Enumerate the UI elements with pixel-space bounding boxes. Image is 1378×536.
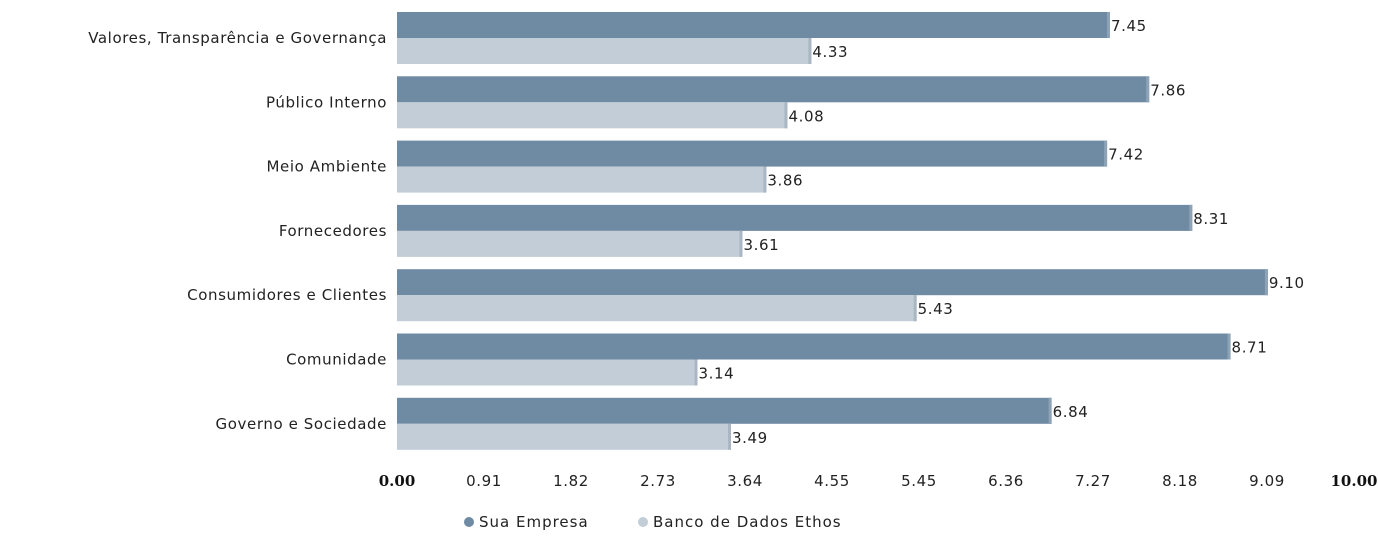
x-tick-label: 9.09 [1249,472,1285,490]
bars-group [397,12,1268,450]
x-tick-label: 8.18 [1162,472,1198,490]
data-label: 9.10 [1269,274,1305,292]
bar-edge [739,230,743,257]
bar-banco-ethos [397,102,788,129]
data-label: 3.61 [743,236,779,254]
data-label: 8.71 [1232,339,1268,357]
category-label: Público Interno [266,93,387,111]
bar-banco-ethos [397,359,698,386]
x-tick-label: 10.00 [1331,472,1378,490]
bar-banco-ethos [397,230,743,257]
legend-label: Banco de Dados Ethos [653,513,842,531]
data-label: 5.43 [918,300,954,318]
data-label: 7.45 [1111,17,1147,35]
legend-marker [638,517,648,527]
bar-sua-empresa [397,397,1052,424]
bar-edge [1106,12,1110,38]
category-label: Meio Ambiente [267,158,388,176]
data-label: 6.84 [1053,403,1089,421]
data-label: 3.14 [698,365,734,383]
x-tick-label: 6.36 [988,472,1024,490]
category-label: Valores, Transparência e Governança [88,29,387,47]
bar-sua-empresa [397,204,1193,231]
bar-edge [1264,269,1268,296]
category-label: Governo e Sociedade [216,415,387,433]
bar-sua-empresa [397,140,1108,167]
bar-edge [913,295,917,322]
legend-marker [464,517,474,527]
data-label: 4.33 [812,43,848,61]
bar-edge [784,102,788,129]
bar-edge [763,166,767,193]
data-label: 7.42 [1108,146,1144,164]
category-labels: Valores, Transparência e Governança Públi… [88,29,388,433]
x-tick-label: 0.91 [466,472,502,490]
bar-edge [1227,333,1231,360]
bar-sua-empresa [397,12,1110,38]
bar-banco-ethos [397,38,812,64]
bar-edge [727,423,731,450]
x-tick-label: 5.45 [901,472,937,490]
bar-edge [1189,204,1193,231]
bar-edge [1104,140,1108,167]
x-axis-ticks: 0.00 0.91 1.82 2.73 3.64 4.55 5.45 6.36 7.27 8.18… [379,472,1378,490]
data-label: 4.08 [788,107,824,125]
bar-edge [808,38,812,64]
bar-edge [694,359,698,386]
data-label: 3.86 [767,172,803,190]
value-labels: 7.45 4.33 7.86 4.08 7.42 3.86 8.31 3.61 9.10 5.43… [698,17,1304,447]
bar-sua-empresa [397,269,1268,296]
legend: Sua Empresa Banco de Dados Ethos [464,513,842,531]
data-label: 8.31 [1193,210,1229,228]
bar-edge [1048,397,1052,424]
bar-banco-ethos [397,166,767,193]
bar-sua-empresa [397,333,1231,360]
x-tick-label: 3.64 [727,472,763,490]
data-label: 3.49 [732,429,768,447]
category-label: Fornecedores [279,222,387,240]
x-tick-label: 7.27 [1075,472,1111,490]
legend-label: Sua Empresa [479,513,589,531]
x-tick-label: 2.73 [640,472,676,490]
bar-banco-ethos [397,423,731,450]
x-tick-label: 0.00 [379,472,416,490]
x-tick-label: 1.82 [553,472,589,490]
category-label: Comunidade [286,351,387,369]
category-label: Consumidores e Clientes [187,286,387,304]
bar-edge [1146,76,1150,103]
data-label: 7.86 [1150,81,1186,99]
x-tick-label: 4.55 [814,472,850,490]
bar-sua-empresa [397,76,1150,103]
bar-banco-ethos [397,295,917,322]
